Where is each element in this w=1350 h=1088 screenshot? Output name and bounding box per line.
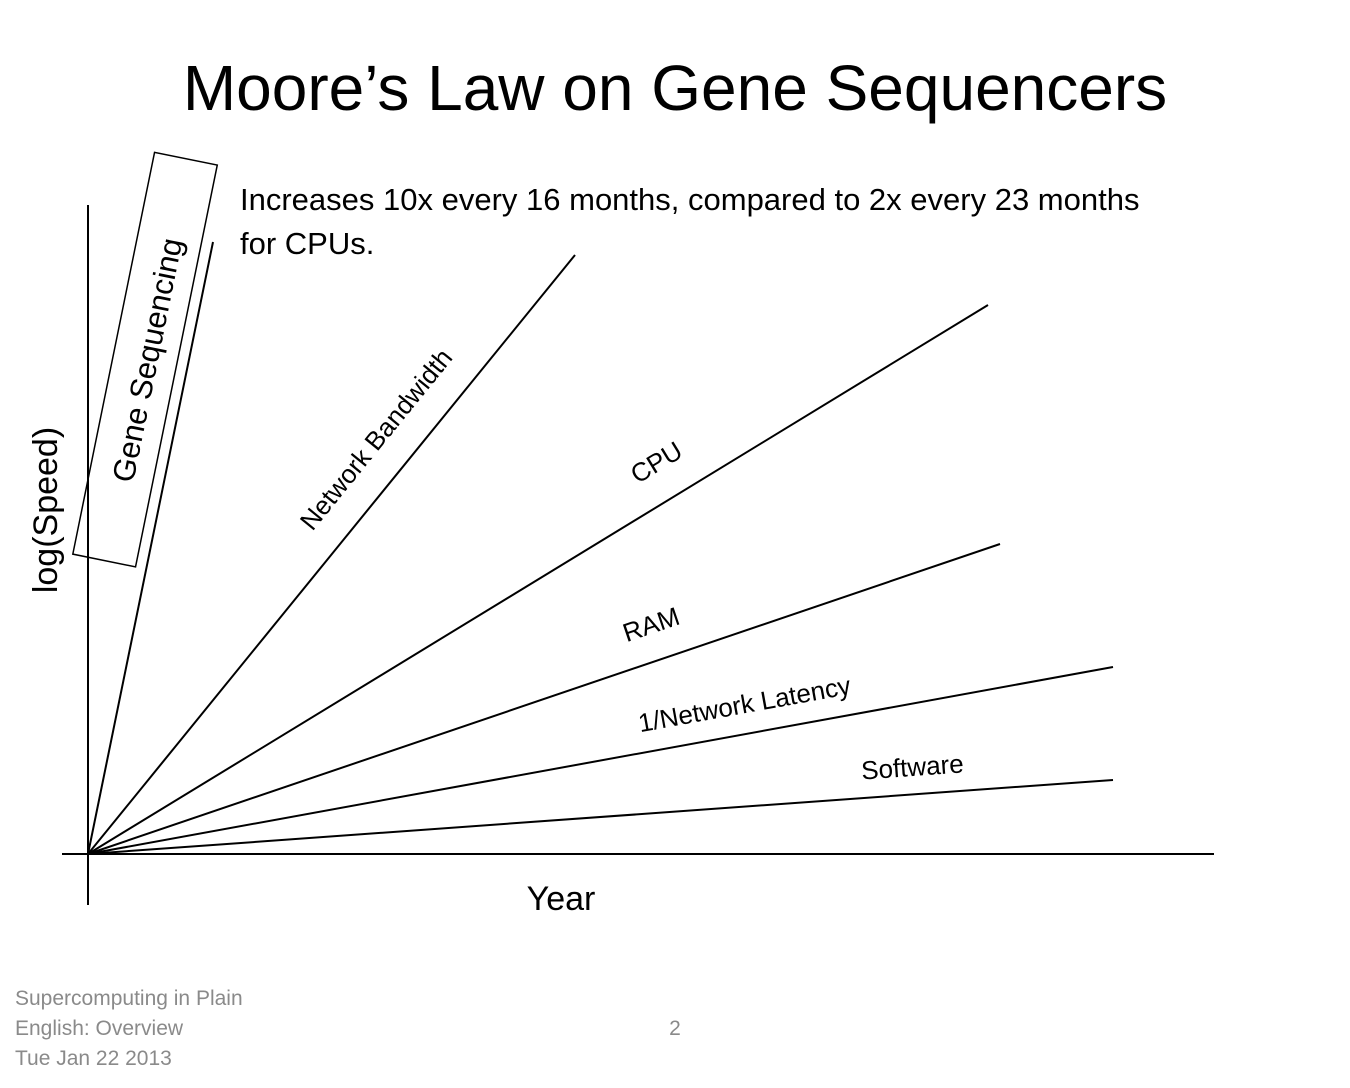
network-latency-label: 1/Network Latency [636, 670, 853, 738]
gene-sequencing-label-group: Gene Sequencing [71, 151, 219, 568]
gene-sequencing-label: Gene Sequencing [106, 235, 190, 485]
subtitle-line-1: Increases 10x every 16 months, compared … [240, 182, 1140, 217]
y-axis-label: log(Speed) [27, 427, 65, 593]
cpu-line [87, 304, 989, 855]
footer-line-1: Supercomputing in Plain [15, 987, 243, 1010]
gene-sequencing-line [87, 241, 214, 855]
ram-label: RAM [619, 601, 683, 648]
footer-line-3: Tue Jan 22 2013 [15, 1047, 172, 1070]
software-label: Software [860, 748, 964, 785]
network-bandwidth-label: Network Bandwidth [294, 343, 459, 536]
gene-sequencing-label-box [71, 151, 219, 568]
x-axis-label: Year [527, 880, 596, 918]
slide-title: Moore’s Law on Gene Sequencers [182, 52, 1168, 124]
ram-line [87, 543, 1001, 855]
footer: Supercomputing in Plain English: Overvie… [15, 984, 275, 1074]
subtitle: Increases 10x every 16 months, compared … [240, 178, 1280, 266]
subtitle-line-2: for CPUs. [240, 226, 375, 261]
software-line [87, 779, 1114, 855]
network-bandwidth-line [87, 254, 576, 855]
page-number: 2 [669, 1017, 681, 1040]
cpu-label: CPU [625, 435, 687, 489]
footer-line-2: English: Overview [15, 1017, 184, 1040]
network-latency-line [87, 666, 1114, 855]
